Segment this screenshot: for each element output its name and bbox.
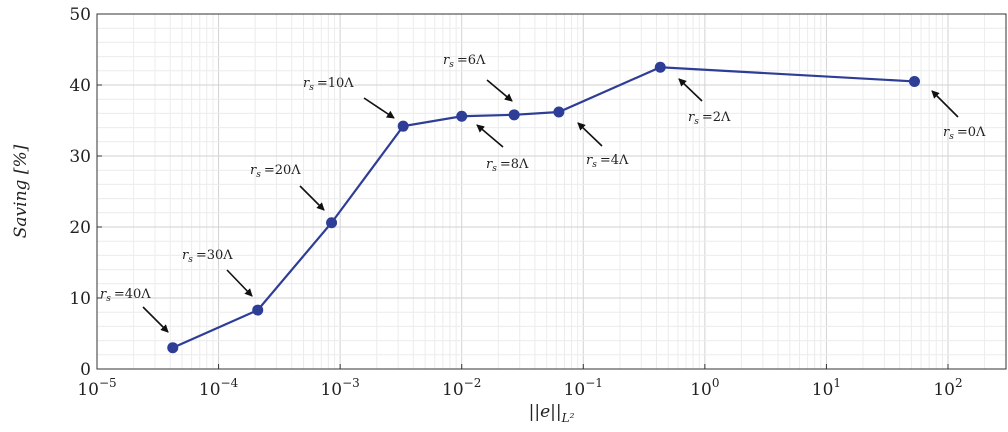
annotation-arrow xyxy=(476,124,504,148)
x-tick-label: 10−3 xyxy=(320,376,359,400)
annotation-arrow xyxy=(577,122,603,147)
x-tick-label: 100 xyxy=(690,376,719,400)
annotation-label: rs =4Λ xyxy=(586,153,629,170)
x-tick-label: 10−5 xyxy=(77,376,116,400)
series-line xyxy=(172,66,915,349)
y-axis-label: Saving [%] xyxy=(11,144,31,238)
data-point xyxy=(456,110,468,122)
y-tick-label: 30 xyxy=(69,147,91,167)
data-point xyxy=(252,304,264,316)
annotation-arrow xyxy=(931,90,959,118)
annotation-arrow xyxy=(299,185,325,211)
data-point xyxy=(908,75,920,87)
data-point xyxy=(397,120,409,132)
annotation-arrow xyxy=(678,78,703,102)
annotation-arrow xyxy=(363,97,395,119)
annotation-label: rs =40Λ xyxy=(100,287,151,304)
y-tick-label: 50 xyxy=(69,5,91,25)
x-tick-label: 10−2 xyxy=(442,376,481,400)
annotations: rs =40Λ rs =30Λ rs =20Λ rs =10Λ rs =8Λ rs =6Λ rs =4Λ r… xyxy=(100,53,986,333)
annotation-label: rs =10Λ xyxy=(303,76,354,93)
annotation-arrow xyxy=(226,269,253,297)
annotation-label: rs =6Λ xyxy=(443,53,486,70)
y-tick-label: 20 xyxy=(69,218,91,238)
annotation-label: rs =8Λ xyxy=(486,157,529,174)
data-point xyxy=(553,106,565,118)
annotation-arrow xyxy=(486,79,513,102)
data-point xyxy=(167,342,179,354)
y-tick-label: 10 xyxy=(69,289,91,309)
annotation-arrow xyxy=(142,306,169,333)
y-tick-label: 40 xyxy=(69,76,91,96)
annotation-label: rs =20Λ xyxy=(250,163,301,180)
x-tick-label: 10−4 xyxy=(199,376,239,400)
annotation-label: rs =0Λ xyxy=(943,125,986,142)
x-tick-label: 101 xyxy=(812,376,841,400)
data-series xyxy=(167,61,920,354)
data-point xyxy=(654,61,666,73)
data-point xyxy=(326,217,338,229)
data-point xyxy=(508,109,520,121)
grid xyxy=(96,13,1007,370)
annotation-label: rs =2Λ xyxy=(688,110,731,127)
x-tick-label: 10−1 xyxy=(564,376,603,400)
x-axis-label: ||e||L² xyxy=(529,402,575,425)
plot-frame xyxy=(96,13,1007,370)
x-tick-label: 102 xyxy=(933,376,962,400)
annotation-label: rs =30Λ xyxy=(182,248,233,265)
y-tick-label: 0 xyxy=(80,360,91,380)
